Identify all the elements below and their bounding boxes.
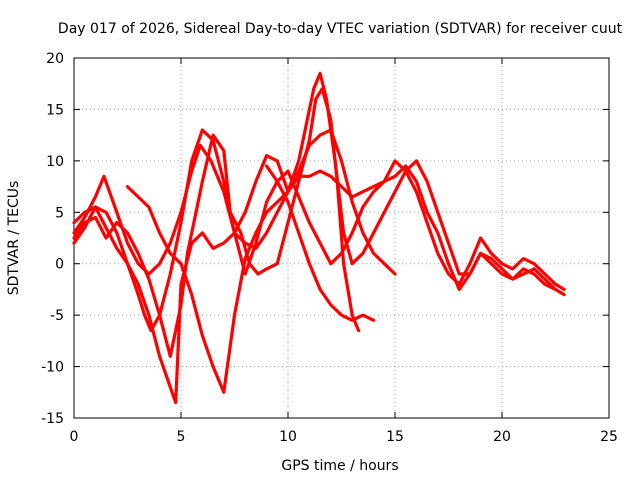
tick-labels: 0 5 10 15 20 25 -15 -10 -5 0 5 10 15 20 xyxy=(41,51,618,445)
series-4-line xyxy=(72,87,361,358)
x-tick-label: 20 xyxy=(493,429,511,445)
y-tick-label: 20 xyxy=(46,51,64,67)
series-2-line xyxy=(72,128,566,333)
grid-lines xyxy=(74,58,609,418)
data-series xyxy=(72,71,566,405)
y-tick-label: 5 xyxy=(55,205,64,221)
y-tick-label: -5 xyxy=(50,308,64,324)
y-tick-label: 10 xyxy=(46,154,64,170)
series-3-line xyxy=(72,71,558,405)
y-tick-label: 0 xyxy=(55,257,64,273)
y-tick-label: -15 xyxy=(41,411,64,427)
y-tick-label: -10 xyxy=(41,360,64,376)
x-axis-label: GPS time / hours xyxy=(281,458,398,474)
x-tick-label: 15 xyxy=(386,429,404,445)
x-tick-label: 10 xyxy=(279,429,297,445)
x-tick-label: 5 xyxy=(177,429,186,445)
series-6-line xyxy=(265,164,376,322)
axis-ticks xyxy=(73,57,610,419)
y-axis-label: SDTVAR / TECUs xyxy=(6,181,22,296)
x-tick-label: 25 xyxy=(600,429,618,445)
chart-title: Day 017 of 2026, Sidereal Day-to-day VTE… xyxy=(58,21,623,37)
x-tick-label: 0 xyxy=(70,429,79,445)
series-5-line xyxy=(125,128,397,394)
y-tick-label: 15 xyxy=(46,102,64,118)
